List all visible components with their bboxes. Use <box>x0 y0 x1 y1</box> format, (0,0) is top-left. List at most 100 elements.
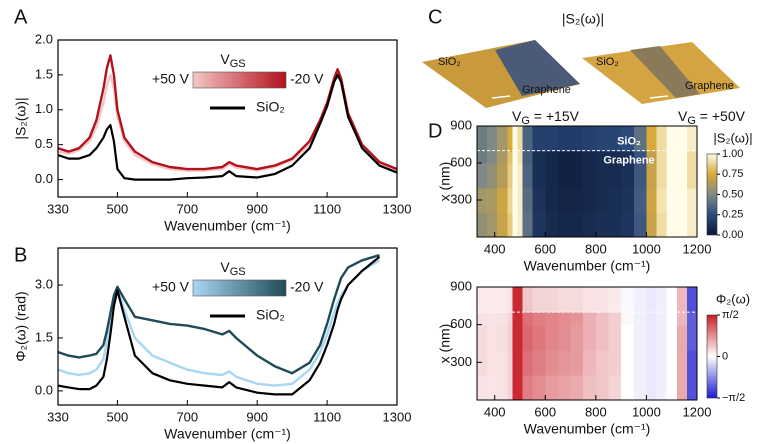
heatmap-cell <box>545 187 559 213</box>
legend-title-main: V <box>220 259 230 275</box>
legend: VGS +50 V -20 V SiO₂ <box>152 51 324 115</box>
heatmap-cell <box>656 374 668 401</box>
y-tick-label: 2.0 <box>35 31 53 46</box>
heatmap-cell <box>477 212 488 238</box>
heatmap-cell <box>608 187 622 213</box>
series-line <box>58 259 381 387</box>
heatmap-cell <box>477 150 488 164</box>
heatmap-cell <box>522 163 534 189</box>
heatmap-cell <box>646 324 658 351</box>
heatmap-cell <box>545 163 559 189</box>
y-tick-label: 0.0 <box>35 171 53 186</box>
x-tick-label: 1000 <box>632 404 661 419</box>
y-axis-label: |S₂(ω)| <box>13 97 29 139</box>
x-tick-label: 1200 <box>683 404 712 419</box>
heatmap-cell <box>507 150 514 164</box>
heatmap-cell <box>608 374 622 401</box>
heatmap-cell <box>487 287 498 313</box>
legend-colorbar <box>192 279 287 297</box>
heatmap-cell <box>608 163 622 189</box>
heatmap-cell <box>676 287 688 313</box>
panel-label: D <box>428 120 442 142</box>
heatmap-cell <box>621 324 635 351</box>
colorbar <box>706 153 718 236</box>
heatmap-cell <box>497 126 508 152</box>
heatmap-cell <box>595 287 610 313</box>
heatmap-cell <box>595 150 610 164</box>
heatmap-cell <box>532 324 546 351</box>
heatmap-cell <box>532 212 546 238</box>
heatmap-cell <box>656 349 668 376</box>
legend-colorbar <box>192 71 287 89</box>
x-axis-label: Wavenumber (cm⁻¹) <box>164 218 291 234</box>
heatmap-cell <box>621 312 635 326</box>
heatmap-cell <box>583 349 597 376</box>
heatmap-cell <box>570 349 584 376</box>
heatmap-cell <box>686 312 698 326</box>
heatmap-cell <box>517 349 524 376</box>
heatmap-cell <box>545 312 559 326</box>
heatmap-cell <box>512 187 519 213</box>
heatmap-cell <box>545 374 559 401</box>
heatmap-panel: SiO₂ Graphene 400 600 800 1000 1200 300 600 900 Wa… <box>428 117 753 273</box>
afm-image-left: SiO₂ Graphene VG = +15V <box>422 40 580 127</box>
x-tick-label: 330 <box>47 409 69 424</box>
heatmap-cell <box>522 324 534 351</box>
heatmap-cell <box>507 324 514 351</box>
heatmap-cell <box>583 312 597 326</box>
heatmap-cell <box>512 150 519 164</box>
heatmap-cell <box>621 287 635 313</box>
x-tick-label: 800 <box>585 404 607 419</box>
heatmap-cell <box>656 187 668 213</box>
scale-bar <box>491 95 511 99</box>
heatmap-cell <box>656 212 668 238</box>
heatmap-cell <box>621 349 635 376</box>
y-tick-label: 3.0 <box>35 276 53 291</box>
heatmap-cell <box>512 349 519 376</box>
panel-label: C <box>428 6 442 28</box>
heatmap-cell <box>686 163 698 189</box>
heatmap-cell <box>557 349 572 376</box>
heatmap-cell <box>686 324 698 351</box>
heatmap-cell <box>646 212 658 238</box>
heatmap-cell <box>621 212 635 238</box>
heatmap-cell <box>676 349 688 376</box>
heatmap-cell <box>517 324 524 351</box>
heatmap-cell <box>570 212 584 238</box>
heatmap-cell <box>532 126 546 152</box>
heatmap-cell <box>517 312 524 326</box>
y-tick-label: 300 <box>450 191 472 206</box>
panel-title: |S₂(ω)| <box>562 11 604 27</box>
colorbar-tick-label: 0.50 <box>722 188 743 200</box>
heatmap-cell <box>595 187 610 213</box>
heatmap-cell <box>545 287 559 313</box>
x-axis-label: Wavenumber (cm⁻¹) <box>524 258 651 274</box>
y-axis-label: x (nm) <box>437 324 453 364</box>
heatmap-cell <box>686 374 698 401</box>
colorbar-tick-label: 1.00 <box>722 148 743 160</box>
heatmap-cell <box>477 312 488 326</box>
heatmap-cell <box>633 126 648 152</box>
heatmap-cell <box>583 163 597 189</box>
heatmap-cell <box>570 163 584 189</box>
heatmap-cell <box>666 287 678 313</box>
heatmap-cells <box>477 287 698 401</box>
heatmap-cell <box>646 126 658 152</box>
heatmap-cell <box>656 126 668 152</box>
series-line <box>58 73 397 181</box>
y-tick-label: 900 <box>450 117 472 132</box>
legend: VGS +50 V -20 V SiO₂ <box>152 259 324 323</box>
heatmap-cell <box>497 349 508 376</box>
heatmap-cell <box>583 287 597 313</box>
heatmap-cell <box>557 150 572 164</box>
heatmap-cell <box>570 187 584 213</box>
heatmap-cell <box>608 212 622 238</box>
heatmap-cell <box>666 374 678 401</box>
heatmap-cell <box>557 126 572 152</box>
colorbar <box>706 314 718 399</box>
heatmap-cell <box>686 150 698 164</box>
heatmap-cell <box>545 126 559 152</box>
heatmap-cell <box>532 163 546 189</box>
legend-title-main: V <box>220 51 230 67</box>
heatmap-cell <box>595 126 610 152</box>
